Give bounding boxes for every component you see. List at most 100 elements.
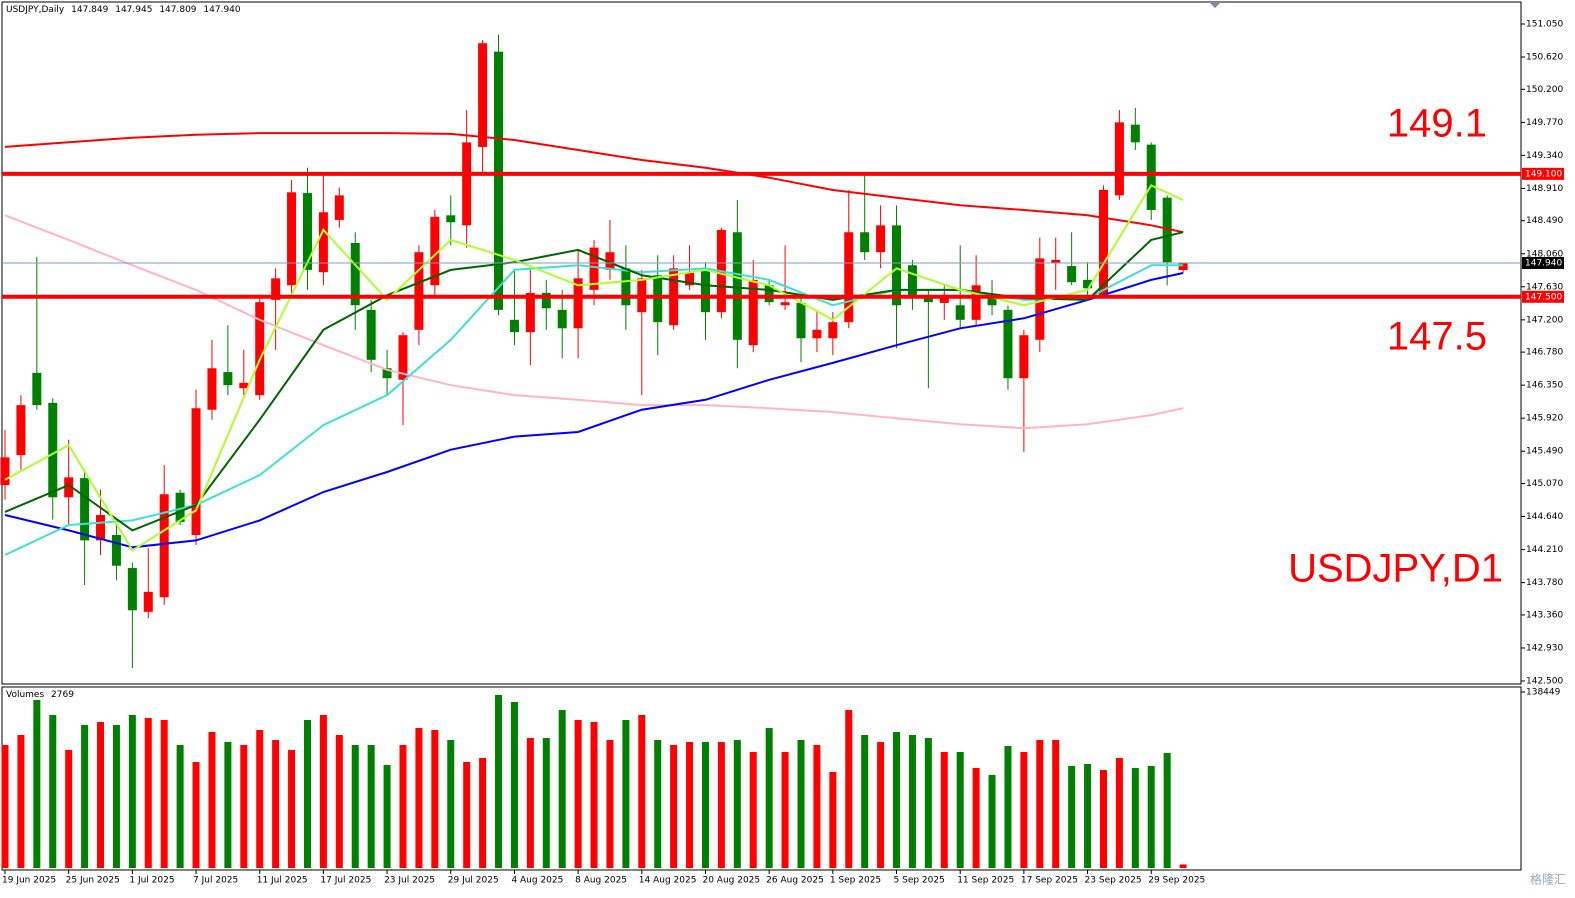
candle-body bbox=[971, 285, 981, 320]
volume-bar bbox=[288, 750, 296, 868]
candle-body bbox=[748, 279, 758, 346]
candle-body bbox=[796, 302, 806, 339]
level-annotation: 147.5 bbox=[1387, 314, 1487, 358]
volume-bar bbox=[1179, 864, 1187, 868]
volume-bar bbox=[33, 700, 41, 868]
price-panel bbox=[1, 1, 1522, 685]
last-price-box bbox=[1522, 256, 1564, 269]
candle-body bbox=[605, 252, 615, 270]
header-high: 147.945 bbox=[115, 5, 152, 15]
volume-bar bbox=[431, 730, 439, 868]
candle-body bbox=[1051, 259, 1061, 263]
x-tick-label: 19 Jun 2025 bbox=[2, 876, 56, 886]
volume-bar bbox=[670, 745, 678, 868]
candle-body bbox=[350, 243, 360, 306]
x-tick-label: 17 Jul 2025 bbox=[320, 876, 371, 886]
y-tick-label: 146.350 bbox=[1526, 381, 1563, 391]
volume-bar bbox=[49, 715, 57, 868]
x-tick-label: 29 Jul 2025 bbox=[448, 876, 499, 886]
y-tick-label: 148.910 bbox=[1526, 184, 1563, 194]
volume-bar bbox=[972, 768, 980, 868]
volume-bar bbox=[717, 742, 725, 868]
chart-annotation: USDJPY,D1 bbox=[1288, 547, 1503, 591]
volume-bar bbox=[192, 762, 200, 868]
candle-body bbox=[1003, 309, 1013, 379]
volume-bar bbox=[686, 742, 694, 868]
x-tick-label: 26 Aug 2025 bbox=[766, 876, 824, 886]
candle-body bbox=[446, 215, 456, 223]
volume-bar bbox=[81, 724, 89, 868]
volume-bar bbox=[463, 762, 471, 868]
candle-body bbox=[987, 295, 997, 306]
volume-bar bbox=[574, 720, 582, 868]
y-tick-label: 148.060 bbox=[1526, 249, 1563, 259]
candle-body bbox=[557, 309, 567, 329]
volume-bar bbox=[1099, 770, 1107, 868]
y-tick-label: 147.630 bbox=[1526, 282, 1563, 292]
header-close: 147.940 bbox=[203, 5, 240, 15]
y-tick-label: 144.210 bbox=[1526, 545, 1563, 555]
volume-bar bbox=[97, 721, 105, 868]
volume-bar bbox=[765, 728, 773, 868]
volume-bar bbox=[877, 742, 885, 868]
volume-tick-label: 138449 bbox=[1526, 688, 1561, 698]
candle-body bbox=[478, 43, 488, 147]
volume-bar bbox=[224, 742, 232, 868]
candle-body bbox=[96, 515, 106, 541]
candle-body bbox=[255, 302, 265, 396]
y-tick-label: 150.620 bbox=[1526, 53, 1563, 63]
header: USDJPY,Daily 147.849 147.945 147.809 147… bbox=[6, 5, 241, 15]
candle-body bbox=[80, 478, 90, 541]
candle-body bbox=[700, 268, 710, 313]
volume-bar bbox=[367, 745, 375, 868]
x-tick-label: 7 Jul 2025 bbox=[193, 876, 238, 886]
y-tick-label: 151.050 bbox=[1526, 20, 1563, 30]
level-label: 149.100 bbox=[1525, 169, 1562, 179]
symbol: USDJPY,Daily bbox=[6, 5, 65, 15]
candle-body bbox=[1083, 279, 1093, 289]
y-tick-label: 149.770 bbox=[1526, 118, 1563, 128]
candle-body bbox=[860, 232, 870, 253]
volume-bar bbox=[542, 738, 550, 868]
volume-bar bbox=[447, 740, 455, 868]
volume-bar bbox=[351, 745, 359, 868]
candle-body bbox=[1130, 124, 1140, 143]
candle-body bbox=[1178, 262, 1188, 270]
candle-body bbox=[812, 329, 822, 339]
candle-body bbox=[430, 216, 440, 286]
candle-body bbox=[955, 305, 965, 320]
candle-body bbox=[541, 292, 551, 309]
header-open: 147.849 bbox=[71, 5, 108, 15]
candle-body bbox=[159, 494, 169, 598]
volume-bar bbox=[654, 740, 662, 868]
volume-bar bbox=[749, 752, 757, 868]
y-tick-label: 143.360 bbox=[1526, 610, 1563, 620]
volume-bar bbox=[65, 750, 73, 868]
volume-bar bbox=[1068, 766, 1076, 868]
y-tick-label: 148.490 bbox=[1526, 216, 1563, 226]
candle-body bbox=[462, 142, 472, 226]
candle-body bbox=[239, 382, 249, 389]
level-box bbox=[1522, 167, 1564, 180]
candle-body bbox=[302, 193, 312, 270]
volume-bar bbox=[176, 745, 184, 868]
candle-body bbox=[32, 372, 42, 406]
volume-bar bbox=[733, 740, 741, 868]
candle-body bbox=[271, 278, 281, 300]
header-low: 147.809 bbox=[159, 5, 196, 15]
x-tick-label: 11 Jul 2025 bbox=[257, 876, 308, 886]
volume-bar bbox=[606, 740, 614, 868]
volume-bar bbox=[399, 745, 407, 868]
volume-bar bbox=[590, 721, 598, 868]
candle-body bbox=[907, 265, 917, 296]
candle-body bbox=[828, 322, 838, 339]
candle-body bbox=[621, 268, 631, 306]
candle-body bbox=[732, 232, 742, 340]
x-tick-label: 1 Jul 2025 bbox=[129, 876, 174, 886]
candle-body bbox=[573, 278, 583, 329]
last-price-label: 147.940 bbox=[1525, 258, 1562, 268]
volume-bar bbox=[893, 732, 901, 868]
x-tick-label: 20 Aug 2025 bbox=[702, 876, 760, 886]
